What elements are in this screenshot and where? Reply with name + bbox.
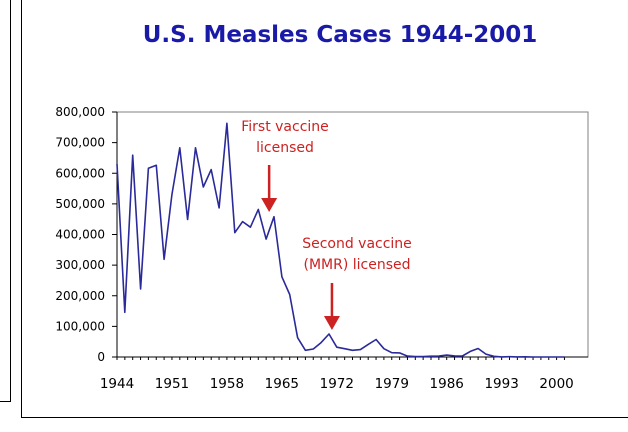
left-frame-line-inner [21, 0, 22, 418]
y-tick-label: 300,000 [55, 258, 105, 272]
chart-title: U.S. Measles Cases 1944-2001 [143, 22, 538, 48]
bottom-frame-line [21, 417, 628, 418]
annotation-label: First vaccine [241, 119, 329, 135]
y-tick-label: 200,000 [55, 289, 105, 303]
left-frame-line [10, 0, 11, 402]
y-tick-label: 500,000 [55, 197, 105, 211]
annotation-arrow-head [261, 198, 278, 212]
x-tick-label: 1965 [265, 376, 299, 392]
x-tick-label: 1986 [430, 376, 464, 392]
plot-area: 0 100,000 200,000 300,000 400,000 500,000 600,… [55, 105, 589, 392]
y-tick-label: 400,000 [55, 228, 105, 242]
annotation-label: (MMR) licensed [303, 257, 410, 273]
left-frame-bottom-line [0, 401, 11, 402]
y-tick-label: 0 [97, 350, 105, 364]
y-tick-label: 800,000 [55, 105, 105, 119]
y-tick-label: 100,000 [55, 319, 105, 333]
series-line [116, 122, 565, 358]
x-tick-label: 1951 [155, 376, 189, 392]
y-tick-label: 700,000 [55, 136, 105, 150]
x-tick-label: 1972 [320, 376, 354, 392]
annotation-label: licensed [256, 140, 314, 156]
x-tick-label: 1993 [484, 376, 518, 392]
x-tick-label: 1944 [100, 376, 134, 392]
x-tick-label: 2000 [539, 376, 573, 392]
plot-border [116, 111, 589, 358]
annotation-label: Second vaccine [302, 236, 412, 252]
y-tick-label: 600,000 [55, 166, 105, 180]
x-tick-label: 1958 [210, 376, 244, 392]
annotation-arrow-head [323, 316, 340, 330]
x-tick-label: 1979 [375, 376, 409, 392]
